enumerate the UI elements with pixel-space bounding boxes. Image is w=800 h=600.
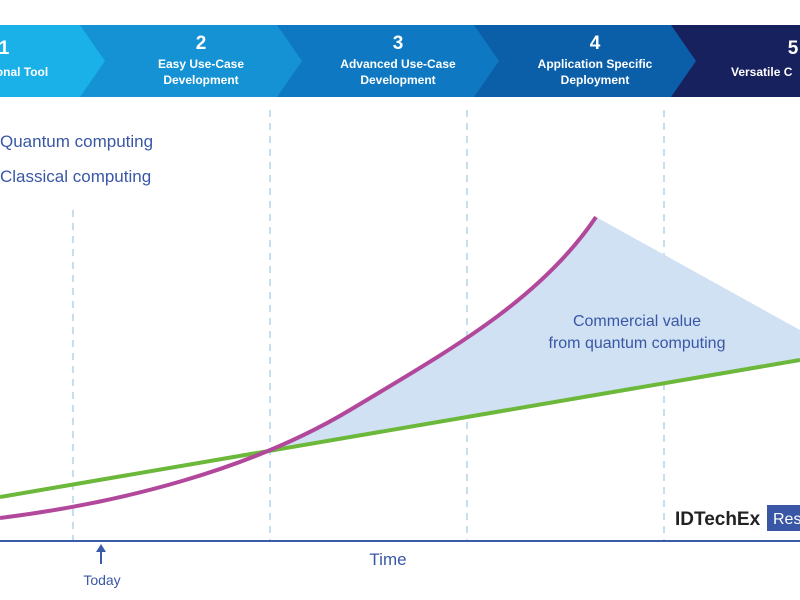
stage-label: Development: [360, 73, 435, 87]
axis-label: Time: [369, 550, 406, 569]
stage-label: Deployment: [561, 73, 630, 87]
stage-number: 4: [590, 33, 601, 54]
stage-label: Easy Use-Case: [158, 57, 244, 71]
stage-label: onal Tool: [0, 65, 48, 79]
stage-chevron: [474, 25, 716, 97]
stage-number: 2: [196, 33, 207, 54]
stage-chevron: [671, 25, 800, 97]
classical-line: [0, 358, 800, 499]
stage-chevron: [277, 25, 519, 97]
brand-tag-box: [767, 505, 800, 531]
stage-label: Application Specific: [538, 57, 653, 71]
annotation: from quantum computing: [549, 335, 726, 352]
stage-label: Advanced Use-Case: [340, 57, 456, 71]
value-region: [255, 217, 800, 455]
annotation: Commercial value: [573, 313, 701, 330]
legend-entry: Quantum computing: [0, 132, 153, 151]
quantum-curve: [0, 215, 598, 520]
brand-tag: Res: [773, 511, 800, 528]
brand-name: IDTechEx: [675, 509, 761, 530]
stage-chevron: [80, 25, 322, 97]
stage-number: 5: [788, 38, 799, 59]
stage-label: Development: [163, 73, 238, 87]
stage-number: 1: [0, 38, 10, 59]
stage-label: Versatile C: [731, 65, 793, 79]
today-label: Today: [83, 572, 120, 588]
today-arrowhead: [96, 544, 106, 552]
legend-entry: Classical computing: [0, 167, 151, 186]
stage-number: 3: [393, 33, 404, 54]
